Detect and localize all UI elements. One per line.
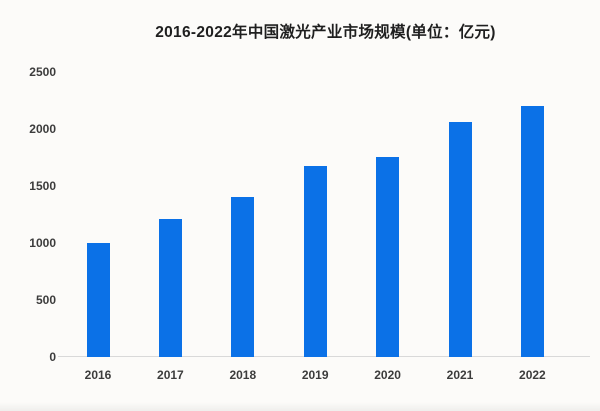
x-axis-line [58, 356, 590, 358]
bar-2021 [448, 121, 472, 357]
photo-edge-shadow [0, 402, 600, 411]
y-axis-tick-label: 500 [35, 292, 56, 307]
x-axis-tick-label: 2018 [229, 368, 257, 382]
bar-2017 [158, 218, 182, 357]
y-axis-tick-label: 2000 [29, 121, 56, 136]
x-axis-tick-label: 2022 [519, 368, 546, 382]
bar-2018 [231, 197, 255, 357]
bar-2022 [520, 106, 544, 357]
y-axis-tick-label: 2500 [29, 64, 56, 79]
bar-2019 [303, 166, 327, 357]
x-axis-tick-label: 2017 [157, 368, 184, 382]
x-axis-tick-label: 2019 [301, 368, 329, 382]
bar-2020 [376, 156, 400, 357]
x-axis-tick-label: 2016 [84, 368, 112, 382]
y-axis-tick-label: 0 [49, 349, 56, 364]
y-axis-tick-label: 1500 [29, 178, 56, 193]
chart-title: 2016-2022年中国激光产业市场规模(单位：亿元) [155, 24, 496, 41]
bar-2016 [86, 242, 110, 357]
x-axis-tick-label: 2021 [446, 368, 474, 382]
y-axis-tick-label: 1000 [29, 235, 56, 250]
x-axis-tick-label: 2020 [374, 368, 401, 382]
